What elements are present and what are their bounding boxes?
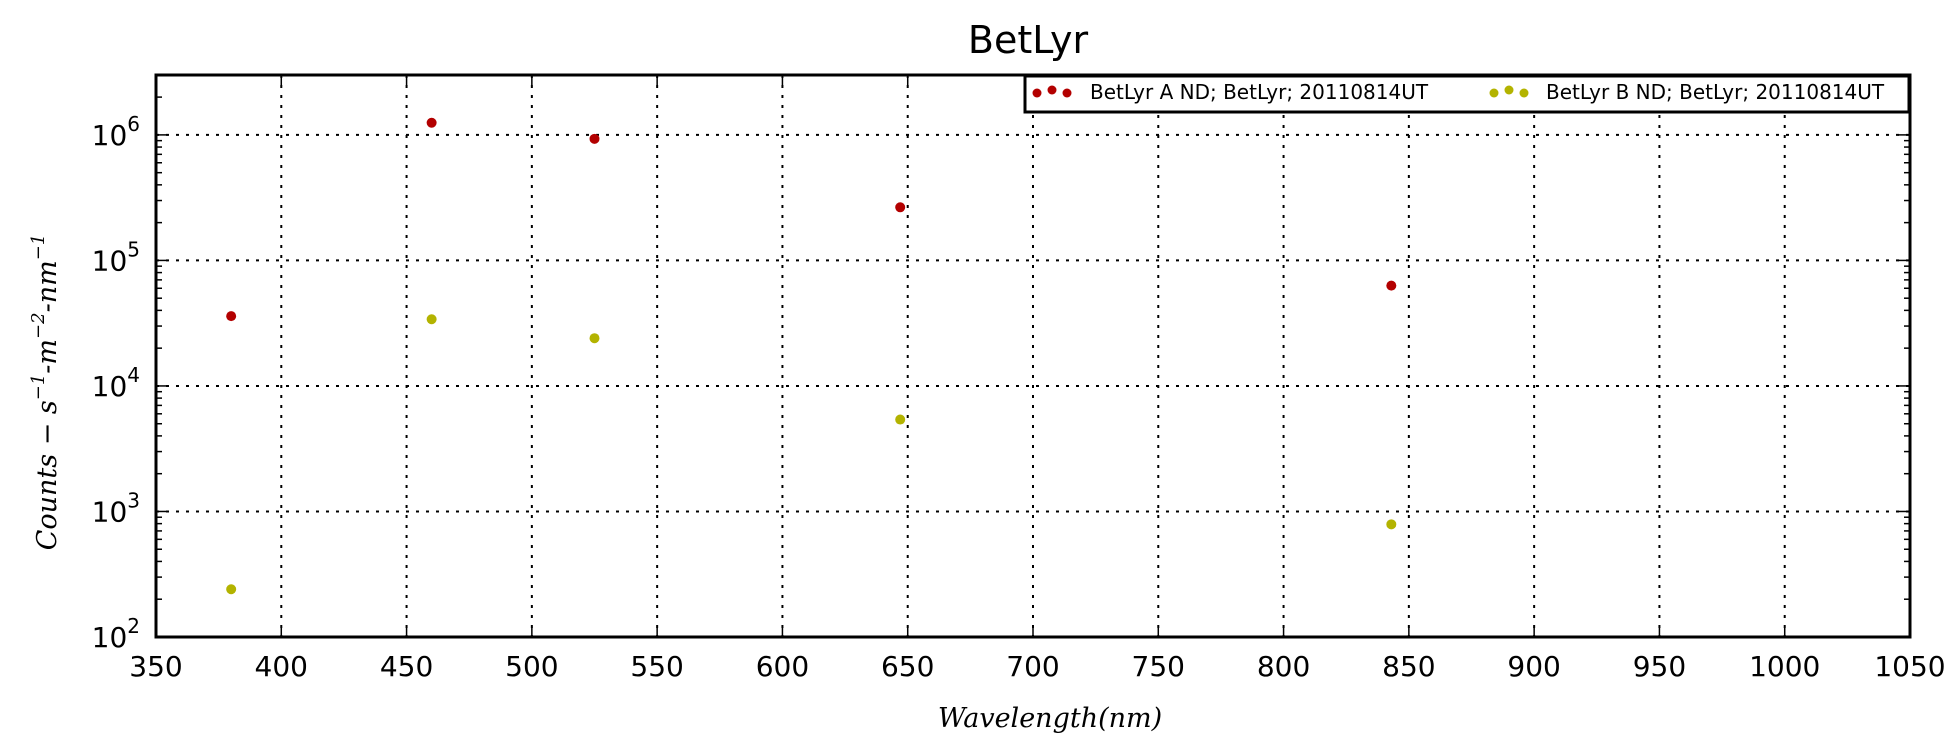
y-tick-label: 106 <box>92 112 140 152</box>
y-tick-label: 105 <box>92 237 140 277</box>
tick-labels: 350 400 450 500 550 600 650 700 750 800 850 900 950 1… <box>92 112 1946 683</box>
legend-item-series-2: BetLyr B ND; BetLyr; 20110814UT <box>1489 80 1885 104</box>
y-tick-label: 102 <box>92 614 140 654</box>
legend-marker <box>1519 88 1529 98</box>
x-axis-label: Wavelength(nm) <box>938 703 1162 734</box>
legend-label: BetLyr B ND; BetLyr; 20110814UT <box>1546 80 1885 104</box>
x-tick-label: 1000 <box>1749 650 1820 683</box>
legend-marker <box>1047 85 1057 95</box>
data-point-series-1 <box>1386 280 1397 291</box>
x-tick-label: 1050 <box>1874 650 1945 683</box>
legend-item-series-1: BetLyr A ND; BetLyr; 20110814UT <box>1032 80 1429 104</box>
y-tick-label: 103 <box>92 488 140 528</box>
x-tick-label: 900 <box>1507 650 1560 683</box>
y-tick-label: 104 <box>92 363 140 403</box>
x-tick-label: 800 <box>1257 650 1310 683</box>
legend-marker <box>1489 88 1499 98</box>
data-point-series-1 <box>426 117 437 128</box>
x-tick-label: 350 <box>129 650 182 683</box>
chart-title: BetLyr <box>968 18 1089 62</box>
data-points <box>226 117 1397 595</box>
y-axis-label: Counts − s−1-m−2-nm−1 <box>28 234 63 551</box>
x-tick-label: 850 <box>1382 650 1435 683</box>
x-tick-label: 400 <box>255 650 308 683</box>
data-point-series-2 <box>1386 519 1397 530</box>
legend-label: BetLyr A ND; BetLyr; 20110814UT <box>1090 80 1429 104</box>
data-point-series-1 <box>589 133 600 144</box>
x-tick-label: 750 <box>1132 650 1185 683</box>
legend-marker <box>1504 85 1514 95</box>
legend-marker <box>1062 88 1072 98</box>
x-tick-label: 700 <box>1006 650 1059 683</box>
data-point-series-1 <box>895 202 906 213</box>
data-point-series-2 <box>895 414 906 425</box>
svg-text:Counts − s−1-m−2-nm−1: Counts − s−1-m−2-nm−1 <box>28 234 63 551</box>
data-point-series-2 <box>226 584 237 595</box>
x-tick-label: 500 <box>505 650 558 683</box>
legend-marker <box>1032 88 1042 98</box>
grid-lines <box>156 75 1910 637</box>
data-point-series-2 <box>426 314 437 325</box>
data-point-series-1 <box>226 311 237 322</box>
legend-box <box>1023 74 1911 114</box>
x-tick-label: 450 <box>380 650 433 683</box>
x-tick-label: 650 <box>881 650 934 683</box>
x-tick-label: 600 <box>756 650 809 683</box>
data-point-series-2 <box>589 333 600 344</box>
x-tick-label: 950 <box>1633 650 1686 683</box>
x-tick-label: 550 <box>630 650 683 683</box>
legend: BetLyr A ND; BetLyr; 20110814UT BetLyr B … <box>1023 74 1911 114</box>
